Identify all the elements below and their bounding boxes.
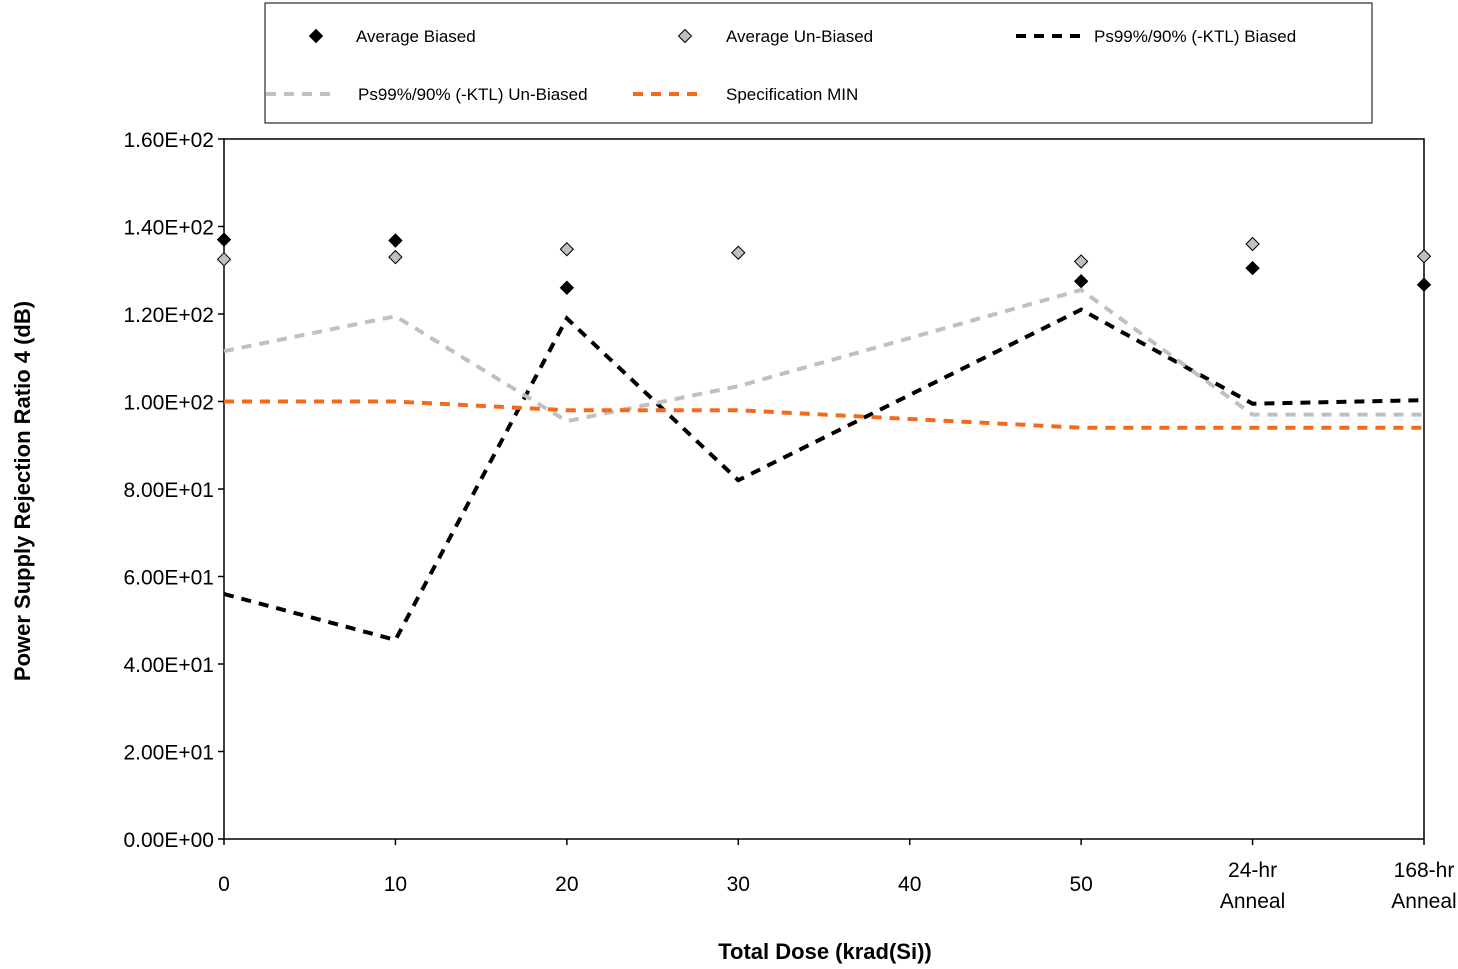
x-tick-label: 50 (1069, 873, 1092, 896)
data-point-average-biased (1073, 273, 1089, 289)
legend-label-average-un-biased: Average Un-Biased (726, 27, 873, 46)
data-point-average-un-biased (388, 249, 403, 265)
x-tick-label: 20 (555, 873, 578, 896)
data-point-average-un-biased (1245, 236, 1260, 252)
y-tick-label: 1.60E+02 (123, 129, 214, 152)
y-tick-label: 1.40E+02 (123, 217, 214, 240)
y-tick-label: 4.00E+01 (123, 654, 214, 677)
x-tick-label: 30 (727, 873, 750, 896)
x-axis-title: Total Dose (krad(Si)) (718, 939, 932, 964)
data-point-average-un-biased (559, 242, 575, 257)
legend-label-ps99-90-ktl-biased: Ps99%/90% (-KTL) Biased (1094, 27, 1296, 46)
plot-area (216, 138, 1432, 840)
data-point-average-biased (559, 280, 575, 295)
data-point-average-un-biased (1416, 249, 1432, 264)
series-line-specification-min (224, 399, 1424, 430)
y-tick-label: 6.00E+01 (123, 567, 214, 590)
legend: Average Biased Average Un-Biased Ps99%/90%… (264, 2, 1373, 124)
x-tick-label: 168-hr Anneal (1391, 859, 1456, 913)
x-tick-label: 40 (898, 873, 921, 896)
data-point-average-un-biased (1073, 254, 1089, 269)
data-point-average-biased (388, 233, 403, 248)
y-axis-title: Power Supply Rejection Ratio 4 (dB) (10, 301, 35, 681)
x-tick-label: 10 (384, 873, 407, 896)
legend-box (264, 2, 1373, 124)
plot-frame (223, 138, 1425, 840)
data-point-average-un-biased (731, 245, 746, 260)
legend-symbol-average-un-biased (677, 28, 693, 44)
data-point-average-biased (216, 232, 232, 247)
x-axis: 0 10 20 30 40 50 24-hr Anneal 168-hr Anneal (218, 839, 1457, 913)
series-line-ps99-90-ktl-un-biased (223, 287, 1424, 424)
legend-symbol-average-biased (308, 28, 324, 44)
legend-label-specification-min: Specification MIN (726, 85, 858, 104)
y-axis: 0.00E+00 2.00E+01 4.00E+01 6.00E+01 8.00E+01… (123, 129, 224, 852)
legend-label-ps99-90-ktl-un-biased: Ps99%/90% (-KTL) Un-Biased (358, 85, 588, 104)
legend-label-average-biased: Average Biased (356, 27, 476, 46)
x-tick-label: 0 (218, 873, 230, 896)
data-point-average-biased (1416, 277, 1432, 292)
y-tick-label: 8.00E+01 (123, 479, 214, 502)
series-line-ps99-90-ktl-biased (223, 307, 1425, 643)
data-point-average-biased (1245, 260, 1260, 276)
y-tick-label: 2.00E+01 (123, 742, 214, 765)
x-tick-label: 24-hr Anneal (1220, 859, 1285, 913)
y-tick-label: 1.20E+02 (123, 304, 214, 327)
y-tick-label: 1.00E+02 (123, 392, 214, 415)
data-point-average-un-biased (216, 252, 232, 267)
y-tick-label: 0.00E+00 (123, 829, 214, 852)
